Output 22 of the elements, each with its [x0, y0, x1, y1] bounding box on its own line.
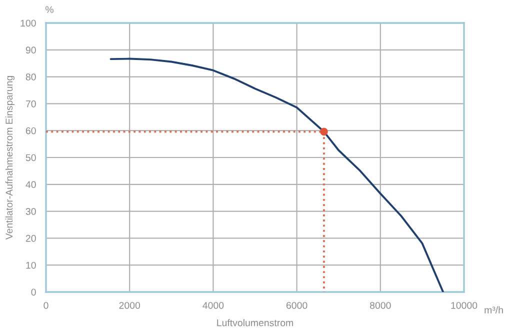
y-tick-label: 70 [26, 100, 36, 108]
y-tick-label: 20 [26, 234, 36, 242]
y-tick-label: 30 [26, 208, 36, 215]
y-tick-label: 60 [26, 127, 36, 134]
text: % [46, 6, 54, 13]
y-tick-label: 10 [26, 262, 36, 269]
x-tick-label: 4000 [202, 302, 224, 309]
text: m³/h [484, 306, 503, 314]
x-tick-label: 2000 [119, 302, 140, 309]
x-tick-label: 10000 [451, 302, 478, 309]
y-tick-label: 50 [26, 154, 36, 162]
line-series [110, 58, 444, 292]
y-tick-label: 0 [31, 288, 36, 296]
x-tick-label: 6000 [286, 302, 308, 309]
y-tick-label: 80 [26, 74, 36, 80]
x-tick-label: 8000 [370, 302, 391, 309]
x-axis-title: Luftvolumenstrom [217, 319, 293, 326]
y-tick-label: 40 [26, 181, 36, 188]
x-tick-label: 0 [44, 302, 48, 309]
y-tick-label: 90 [26, 46, 36, 54]
y-axis-title: Ventilator-Aufnahmestrom Einsparung [5, 76, 15, 240]
y-tick-label: 100 [20, 20, 36, 27]
